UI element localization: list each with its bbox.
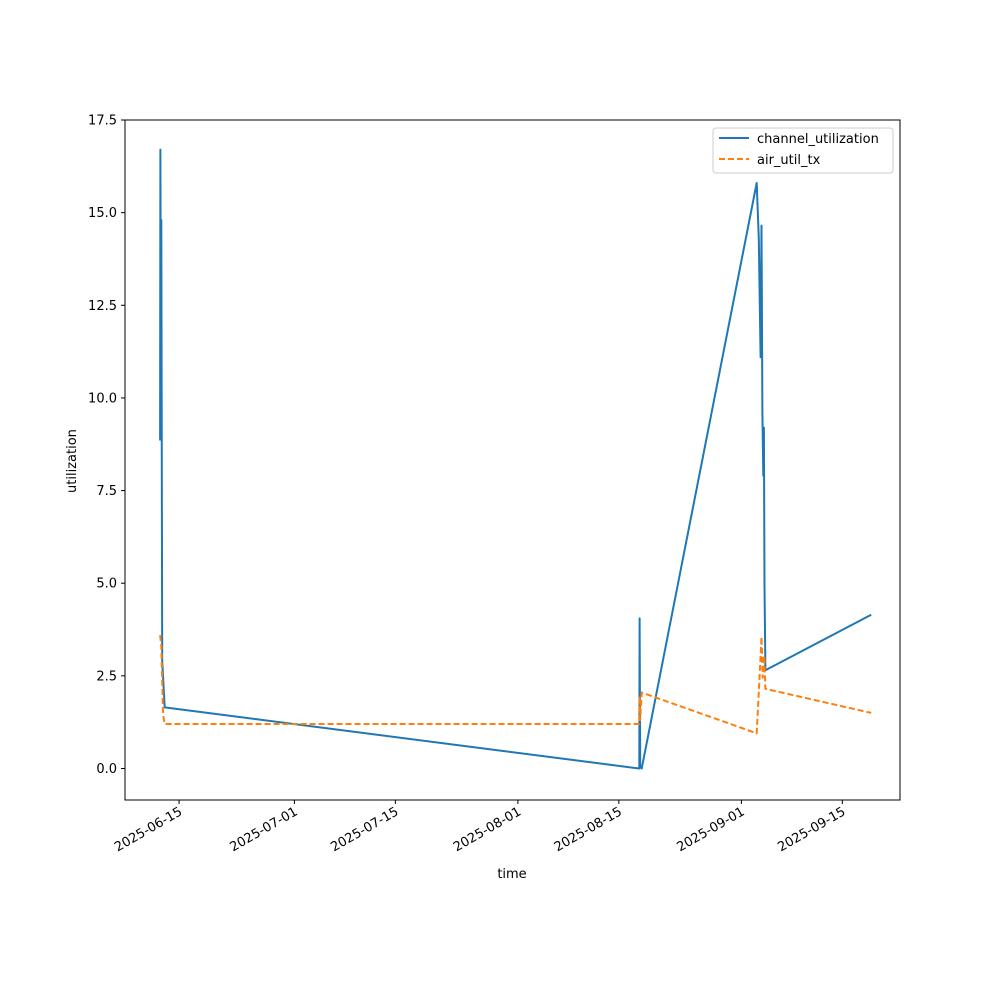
series-line-channel-utilization bbox=[159, 148, 872, 770]
legend-box bbox=[712, 127, 894, 174]
plot-area bbox=[125, 120, 900, 800]
y-tick-label: 5.0 bbox=[96, 577, 117, 592]
legend-label-air-util-tx: air_util_tx bbox=[757, 153, 821, 168]
series-layer bbox=[159, 148, 872, 770]
y-tick-label: 15.0 bbox=[88, 206, 117, 221]
x-axis-label: time bbox=[497, 867, 526, 882]
y-tick-label: 0.0 bbox=[96, 762, 117, 777]
y-axis: 0.0 2.5 5.0 7.5 10.0 12.5 15.0 17.5 bbox=[88, 114, 125, 777]
y-tick-label: 10.0 bbox=[88, 391, 117, 406]
plot-frame bbox=[124, 119, 901, 801]
legend-label-channel-utilization: channel_utilization bbox=[757, 132, 879, 147]
y-tick-label: 12.5 bbox=[88, 299, 117, 314]
series-line-air-util-tx bbox=[159, 634, 872, 735]
y-tick-label: 17.5 bbox=[88, 114, 117, 129]
y-tick-label: 7.5 bbox=[96, 484, 117, 499]
y-axis-label: utilization bbox=[65, 429, 80, 493]
y-tick-label: 2.5 bbox=[96, 669, 117, 684]
legend: channel_utilization air_util_tx bbox=[712, 127, 894, 174]
